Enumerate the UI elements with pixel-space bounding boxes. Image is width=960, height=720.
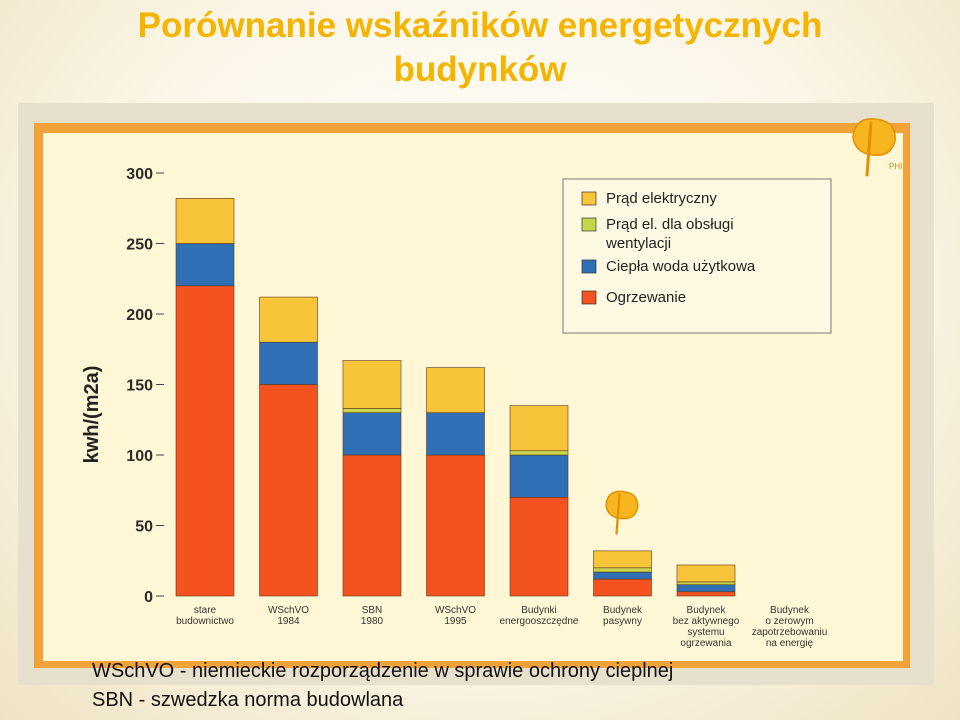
slide-title: Porównanie wskaźników energetycznych bud… <box>0 4 960 92</box>
bar-segment-ciepla-woda <box>593 571 652 580</box>
bar-segment-ogrzewanie <box>342 454 402 597</box>
footnotes: WSchVO - niemieckie rozporządzenie w spr… <box>92 657 952 715</box>
category-label: SBN <box>362 605 383 616</box>
category-label: 1980 <box>361 616 384 627</box>
category-label: pasywny <box>603 616 642 627</box>
category-label: Budynek <box>603 605 643 616</box>
slide-title-line2: budynków <box>393 50 567 89</box>
phi-logo-shape <box>852 118 896 156</box>
phi-logo-shape <box>605 490 639 520</box>
bar-segment-wentylacja <box>593 567 652 573</box>
bar-segment-ciepla-woda <box>676 584 736 593</box>
legend-label: Ogrzewanie <box>606 289 686 306</box>
bar-segment-prad <box>593 550 652 569</box>
category-label: o zerowym <box>765 616 813 627</box>
slide-title-line1: Porównanie wskaźników energetycznych <box>137 6 823 45</box>
bar-segment-prad <box>676 564 736 583</box>
footnote-wschvo: WSchVO - niemieckie rozporządzenie w spr… <box>92 660 674 682</box>
bar-segment-ogrzewanie <box>426 454 485 597</box>
bar-segment-ciepla-woda <box>509 454 569 498</box>
bar-segment-ciepla-woda <box>426 412 485 456</box>
y-tick-label: 300 <box>126 166 153 183</box>
footnote-sbn: SBN - szwedzka norma budowlana <box>92 689 404 711</box>
category-label: WSchVO <box>435 605 476 616</box>
bar-segment-wentylacja <box>342 408 402 414</box>
category-label: Budynek <box>770 605 810 616</box>
category-label: systemu <box>687 627 724 638</box>
category-label: energooszczędne <box>500 616 579 627</box>
phi-logo-text: PHI <box>889 162 902 171</box>
bar-segment-ciepla-woda <box>175 243 235 287</box>
phi-logo-stem <box>615 493 621 535</box>
y-tick-label: 200 <box>126 307 153 324</box>
legend-label: Prąd el. dla obsługi <box>606 216 734 233</box>
bar-segment-ogrzewanie <box>175 285 235 597</box>
chart-bars <box>175 198 736 597</box>
y-tick-label: 0 <box>144 589 153 606</box>
phi-logo: PHI <box>605 118 902 535</box>
legend-swatch <box>581 290 597 305</box>
category-label: stare <box>194 605 217 616</box>
category-label: na energię <box>766 638 814 649</box>
category-label: zapotrzebowaniu <box>752 627 828 638</box>
legend-label: Prąd elektryczny <box>606 190 717 207</box>
bar-segment-wentylacja <box>509 450 569 456</box>
legend-box <box>562 178 832 334</box>
y-tick-label: 50 <box>135 519 153 536</box>
chart-image: PHI 0 50 100 150 200 250 300 kwh/(m2a) stare bud… <box>18 103 934 685</box>
y-tick-label: 100 <box>126 448 153 465</box>
bar-segment-prad <box>259 296 318 343</box>
category-label: bez aktywnego <box>673 616 740 627</box>
bar-segment-wentylacja <box>676 581 736 586</box>
category-label: Budynek <box>687 605 727 616</box>
bar-segment-ogrzewanie <box>509 496 569 597</box>
bar-segment-prad <box>426 367 485 413</box>
category-label: WSchVO <box>268 605 309 616</box>
phi-logo-stem <box>865 121 873 177</box>
chart-legend: Prąd elektryczny Prąd el. dla obsługi went… <box>562 178 832 334</box>
bar-segment-ogrzewanie <box>676 591 736 597</box>
bar-segment-ogrzewanie <box>259 384 318 597</box>
chart-axes: 0 50 100 150 200 250 300 kwh/(m2a) <box>81 166 164 606</box>
legend-label: wentylacji <box>605 235 671 252</box>
bar-segment-prad <box>509 405 569 452</box>
legend-label: Ciepła woda użytkowa <box>606 258 756 275</box>
energy-chart: PHI 0 50 100 150 200 250 300 kwh/(m2a) starebud… <box>34 118 910 668</box>
legend-swatch <box>581 259 597 274</box>
bar-segment-ciepla-woda <box>259 341 318 385</box>
y-axis-label: kwh/(m2a) <box>81 366 103 464</box>
category-label: ogrzewania <box>680 638 732 649</box>
legend-swatch <box>581 217 597 232</box>
y-tick-label: 150 <box>126 378 153 395</box>
category-labels: starebudownictwoWSchVO1984SBN1980WSchVO1… <box>176 605 827 649</box>
category-label: 1984 <box>277 616 300 627</box>
category-label: budownictwo <box>176 616 234 627</box>
legend-swatch <box>581 191 597 206</box>
category-label: Budynki <box>521 605 557 616</box>
bar-segment-prad <box>175 198 235 244</box>
bar-segment-ciepla-woda <box>342 412 402 456</box>
category-label: 1995 <box>444 616 467 627</box>
bar-segment-prad <box>342 360 402 409</box>
y-tick-label: 250 <box>126 237 153 254</box>
bar-segment-ogrzewanie <box>593 578 652 597</box>
